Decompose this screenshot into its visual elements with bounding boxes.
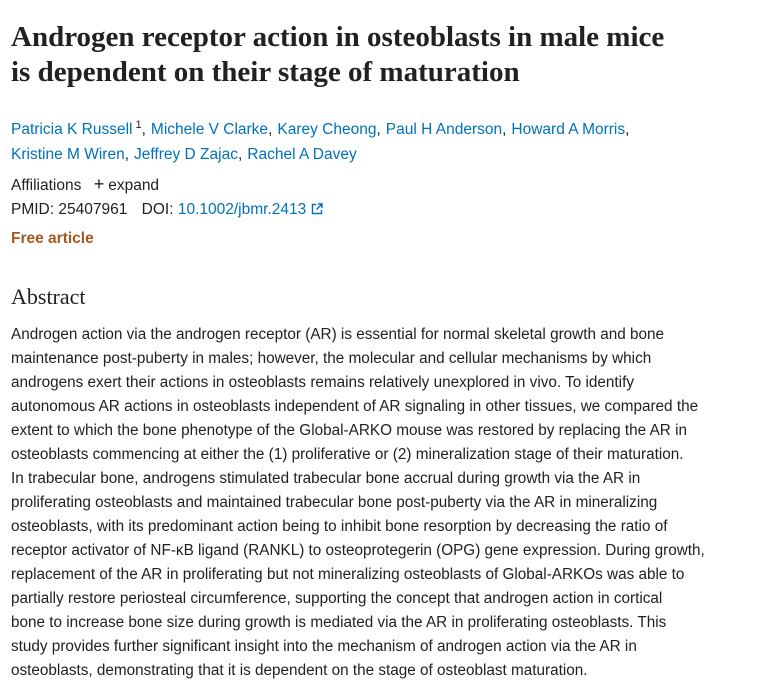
author-separator: , [237, 146, 243, 164]
author-separator: , [268, 121, 273, 139]
author-separator: , [502, 121, 507, 139]
abstract-line: androgens exert their actions in osteobl… [11, 374, 634, 391]
pmid: 25407961 [58, 201, 128, 218]
abstract-line: proliferating osteoblasts and maintained… [11, 494, 658, 511]
expand-toggle[interactable]: + expand [93, 174, 160, 194]
author-separator: , [625, 121, 630, 139]
author-row: Patricia K Russell 1, Michele V Clarke, Kar… [11, 113, 634, 142]
abstract-line: study provides further significant insig… [11, 638, 637, 655]
abstract-heading: Abstract [11, 284, 86, 309]
abstract-line: autonomous AR actions in osteoblasts ind… [11, 398, 699, 415]
free-article: Free article [11, 230, 94, 247]
author-row: Kristine M Wiren, Jeffrey D Zajac, Rachel … [11, 142, 634, 167]
abstract-line: osteoblasts commencing at either the (1)… [11, 446, 684, 463]
abstract-line: Androgen action via the androgen recepto… [11, 326, 665, 343]
author-list: Patricia K Russell 1, Michele V Clarke, Kar… [11, 113, 634, 167]
author-link[interactable]: Michele V Clarke [150, 121, 269, 139]
title-line: is dependent on their stage of maturatio… [11, 56, 520, 88]
pmid-label: PMID: [11, 201, 55, 218]
abstract-line: osteoblasts, with its predominant action… [11, 518, 668, 535]
doi: 10.1002/jbmr.2413 [177, 201, 307, 218]
author-link[interactable]: Howard A Morris [511, 121, 626, 139]
identifiers-row: PMID: 25407961 DOI: 10.1002/jbmr.2413 [11, 201, 323, 219]
author-separator: , [376, 121, 381, 139]
abstract-line: osteoblasts, demonstrating that it is de… [11, 662, 588, 679]
author-separator: , [141, 121, 146, 139]
author-link[interactable]: Jeffrey D Zajac [134, 146, 238, 164]
author-link[interactable]: Paul H Anderson [385, 121, 503, 139]
affiliations-row: Affiliations + expand [11, 174, 159, 195]
abstract-line: partially restore periosteal circumferen… [11, 590, 663, 607]
abstract-line: extent to which the bone phenotype of th… [11, 422, 688, 439]
abstract-line: replacement of the AR in proliferating b… [11, 566, 685, 583]
author-link[interactable]: Patricia K Russell [11, 121, 133, 139]
abstract-text: Androgen action via the androgen recepto… [11, 323, 705, 683]
abstract-line: maintenance post-puberty in males; howev… [11, 350, 652, 367]
affiliations-label: Affiliations [11, 177, 82, 194]
doi-link[interactable]: 10.1002/jbmr.2413 [178, 201, 323, 218]
author-link[interactable]: Karey Cheong [277, 121, 377, 139]
doi-label: DOI: [141, 201, 174, 218]
article-title: Androgen receptor action in osteoblasts … [11, 20, 664, 90]
affiliation-ref[interactable]: 1 [135, 119, 142, 131]
expand-icon: + [93, 174, 105, 194]
abstract-line: In trabecular bone, androgens stimulated… [11, 470, 641, 487]
abstract-line: bone to increase bone size during growth… [11, 614, 667, 631]
author-separator: , [124, 146, 129, 164]
author-link[interactable]: Kristine M Wiren [11, 146, 125, 164]
abstract-line: receptor activator of NF-κB ligand (RANK… [11, 542, 705, 559]
external-icon [311, 203, 323, 215]
title-line: Androgen receptor action in osteoblasts … [11, 21, 665, 53]
author-link[interactable]: Rachel A Davey [247, 146, 357, 164]
expand-label: expand [108, 177, 160, 194]
